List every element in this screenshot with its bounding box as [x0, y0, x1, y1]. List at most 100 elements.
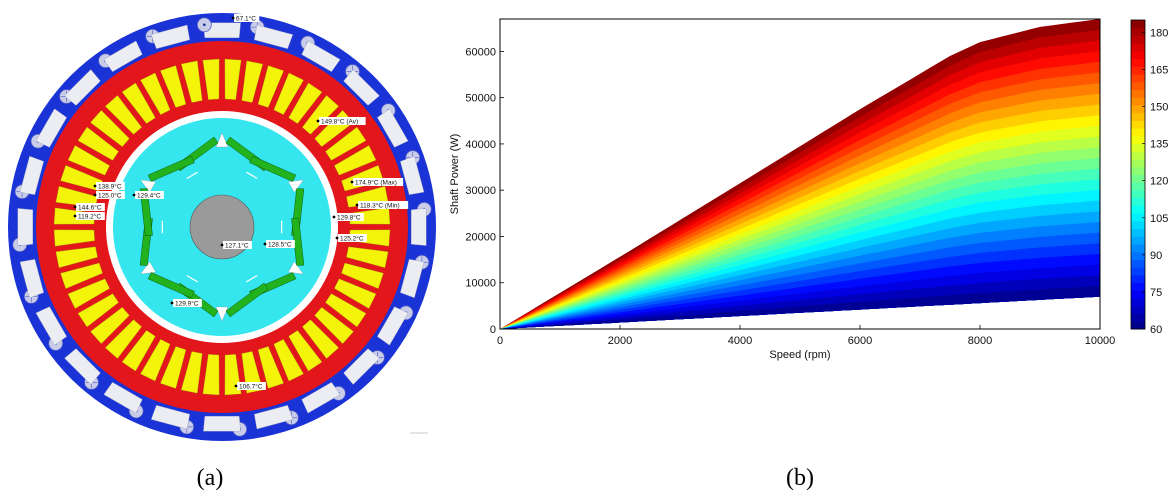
colorbar-tick-label: 135 — [1150, 139, 1168, 151]
temperature-label-text: 129.9°C — [175, 300, 199, 308]
colorbar-tick-label: 105 — [1150, 213, 1168, 225]
tooth-tip — [290, 318, 301, 328]
colorbar-segment — [1131, 298, 1145, 307]
winding-slot — [55, 186, 98, 208]
cooling-slot — [150, 24, 190, 49]
tooth-tip — [234, 102, 242, 112]
colorbar-segment — [1131, 236, 1145, 245]
magnet — [139, 188, 153, 237]
colorbar-tick-label: 150 — [1150, 102, 1168, 114]
tooth-tip — [218, 344, 226, 352]
temperature-label-bg — [237, 382, 266, 390]
colorbar-segment — [1131, 104, 1145, 114]
temperature-label-text: 128.5°C — [268, 241, 292, 249]
y-tick-label: 0 — [490, 324, 496, 336]
tooth-tip — [290, 126, 301, 136]
winding-slot — [273, 72, 304, 115]
temperature-label-bg — [266, 240, 295, 248]
probe-dot — [93, 184, 97, 188]
winding-slot — [90, 307, 130, 345]
temperature-label: 174.9°C (Max) — [350, 178, 404, 187]
tooth-tip — [100, 254, 110, 263]
tooth-tip — [249, 105, 258, 115]
winding-slot — [181, 351, 203, 394]
contour-band — [500, 275, 1100, 329]
stator-windings — [53, 58, 391, 396]
winding-slot — [77, 293, 119, 328]
temperature-label-bg — [135, 191, 164, 199]
cooling-slot — [150, 405, 190, 430]
temperature-label: 127.1°C — [220, 241, 252, 250]
winding-slot — [202, 58, 220, 100]
cooling-slot — [301, 382, 341, 414]
tooth-tip — [171, 334, 180, 344]
caption-b: (b) — [786, 465, 814, 491]
motor-cross-section: 67.1°C 149.8°C (Av) 174.9°C (Max) 118.3°C (… — [8, 13, 436, 441]
probe-dot — [73, 214, 77, 218]
colorbar-segment — [1131, 182, 1145, 191]
tooth-tip — [143, 126, 154, 136]
caption-a: (a) — [197, 465, 224, 491]
tooth-tip — [302, 307, 313, 318]
tooth-tip — [202, 102, 210, 112]
y-tick-label: 40000 — [465, 139, 496, 151]
colorbar-segment — [1131, 120, 1145, 129]
temperature-label-text: 119.2°C — [78, 213, 101, 221]
temperature-label-bg — [223, 241, 252, 249]
tooth-tip — [249, 339, 258, 349]
colorbar-tick-label: 180 — [1150, 27, 1168, 39]
temperature-label: 67.1°C — [231, 14, 260, 23]
tooth-tip — [156, 326, 166, 337]
winding-slot — [273, 339, 304, 382]
probe-dot — [93, 193, 97, 197]
y-tick-label: 10000 — [465, 278, 496, 290]
x-tick-label: 8000 — [968, 335, 992, 347]
magnet — [147, 272, 195, 299]
temperature-label: 149.8°C (Av) — [316, 117, 366, 126]
colorbar-segment — [1131, 20, 1145, 29]
winding-slot — [60, 262, 103, 289]
cooling-slot — [254, 405, 294, 430]
colorbar-segment — [1131, 143, 1145, 152]
rotor-notch — [140, 261, 156, 275]
probe-dot — [335, 236, 339, 240]
tooth-tip — [112, 283, 123, 293]
temperature-labels: 67.1°C 149.8°C (Av) 174.9°C (Max) 118.3°C (… — [73, 14, 409, 391]
colorbar-tick-label: 60 — [1150, 324, 1162, 336]
probe-dot — [231, 16, 235, 20]
shaft-power-chart: 0 2000 4000 6000 8000 10000 0 10000 20000 30000 4… — [449, 18, 1168, 361]
winding-slot — [104, 95, 142, 135]
magnet — [147, 155, 195, 182]
winding-slot — [181, 60, 203, 103]
colorbar-frame — [1130, 19, 1146, 330]
tooth-tip — [321, 283, 332, 293]
winding-slot — [257, 65, 284, 108]
colorbar-segment — [1131, 213, 1145, 222]
temperature-label-text: 125.0°C — [98, 192, 122, 200]
tooth-tip — [156, 117, 166, 128]
probe-dot — [263, 242, 267, 246]
y-tick-label: 20000 — [465, 231, 496, 243]
tooth-tip — [339, 223, 347, 231]
cooling-slot — [203, 416, 241, 432]
winding-slot — [302, 319, 340, 359]
winding-slot — [288, 82, 323, 124]
colorbar-segment — [1131, 97, 1145, 106]
x-axis-title: Speed (rpm) — [769, 349, 830, 361]
tooth-tip — [334, 254, 344, 263]
x-tick-label: 0 — [497, 335, 503, 347]
colorbar-segment — [1131, 43, 1145, 52]
tooth-tip — [112, 161, 123, 171]
tooth-tip — [313, 295, 323, 306]
temperature-label: 118.3°C (Min) — [355, 201, 409, 210]
colorbar-segment — [1131, 151, 1145, 160]
cooling-slot — [35, 108, 67, 148]
winding-slot — [334, 145, 377, 176]
contour-band — [500, 285, 1100, 329]
rotor-detail — [139, 132, 305, 322]
winding-slot — [160, 65, 187, 108]
tooth-tip — [329, 269, 339, 278]
winding-slot — [140, 339, 171, 382]
tooth-tip — [264, 334, 273, 344]
